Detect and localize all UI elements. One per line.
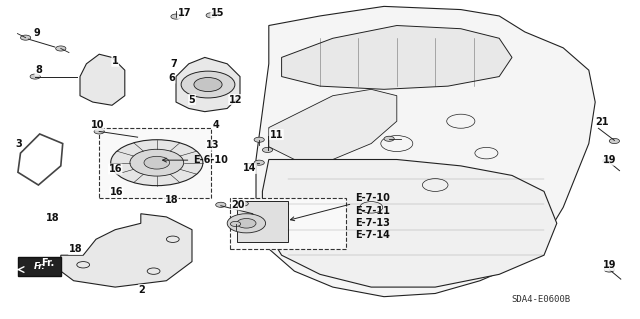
Text: 7: 7 xyxy=(171,59,177,70)
Circle shape xyxy=(206,13,216,18)
Circle shape xyxy=(262,147,273,152)
Text: 15: 15 xyxy=(211,8,225,19)
Circle shape xyxy=(181,71,235,98)
Text: Fr.: Fr. xyxy=(34,262,45,271)
Text: 8: 8 xyxy=(35,65,42,75)
FancyBboxPatch shape xyxy=(230,198,346,249)
Text: 18: 18 xyxy=(45,212,60,223)
Circle shape xyxy=(254,160,264,165)
Text: 6: 6 xyxy=(168,73,175,83)
Circle shape xyxy=(144,156,170,169)
Polygon shape xyxy=(262,160,557,287)
Circle shape xyxy=(216,202,226,207)
Text: E-7-11: E-7-11 xyxy=(355,205,390,216)
Circle shape xyxy=(130,149,184,176)
Polygon shape xyxy=(61,214,192,287)
Text: 19: 19 xyxy=(602,260,616,271)
Circle shape xyxy=(20,35,31,40)
Circle shape xyxy=(194,78,222,92)
Text: 11: 11 xyxy=(269,130,284,140)
Text: 16: 16 xyxy=(108,164,122,174)
Text: 1: 1 xyxy=(112,56,118,66)
Circle shape xyxy=(94,129,104,134)
Text: 3: 3 xyxy=(16,139,22,149)
Text: 4: 4 xyxy=(213,120,220,130)
FancyBboxPatch shape xyxy=(99,128,211,198)
Circle shape xyxy=(227,214,266,233)
Circle shape xyxy=(384,136,394,141)
Text: 18: 18 xyxy=(164,195,179,205)
Circle shape xyxy=(230,221,241,226)
Text: 21: 21 xyxy=(595,117,609,127)
Text: 13: 13 xyxy=(205,140,220,150)
Polygon shape xyxy=(237,201,288,242)
Polygon shape xyxy=(282,26,512,89)
Circle shape xyxy=(237,219,256,228)
Text: E-6-10: E-6-10 xyxy=(163,155,228,165)
Text: 10: 10 xyxy=(90,120,104,130)
Circle shape xyxy=(603,159,613,164)
Circle shape xyxy=(171,14,181,19)
Text: 9: 9 xyxy=(34,27,40,38)
Circle shape xyxy=(56,46,66,51)
Circle shape xyxy=(254,137,264,142)
Polygon shape xyxy=(176,57,240,112)
Text: Fr.: Fr. xyxy=(35,258,54,268)
Circle shape xyxy=(111,140,203,186)
Text: E-7-10: E-7-10 xyxy=(291,193,390,221)
Text: 12: 12 xyxy=(228,94,243,105)
Text: E-7-13: E-7-13 xyxy=(355,218,390,228)
Polygon shape xyxy=(256,6,595,297)
Circle shape xyxy=(609,138,620,144)
Text: 20: 20 xyxy=(231,200,245,210)
Text: 5: 5 xyxy=(189,94,195,105)
Text: 2: 2 xyxy=(139,285,145,295)
Circle shape xyxy=(604,267,614,272)
Text: SDA4-E0600B: SDA4-E0600B xyxy=(511,295,570,304)
Circle shape xyxy=(30,74,40,79)
Text: 14: 14 xyxy=(243,163,257,174)
Text: 18: 18 xyxy=(68,244,83,255)
FancyBboxPatch shape xyxy=(18,257,61,276)
Circle shape xyxy=(238,201,248,206)
Text: E-7-14: E-7-14 xyxy=(355,230,390,240)
Polygon shape xyxy=(80,54,125,105)
Polygon shape xyxy=(269,89,397,160)
Text: 17: 17 xyxy=(177,8,191,19)
Text: 16: 16 xyxy=(109,187,124,197)
Text: 19: 19 xyxy=(602,155,616,165)
